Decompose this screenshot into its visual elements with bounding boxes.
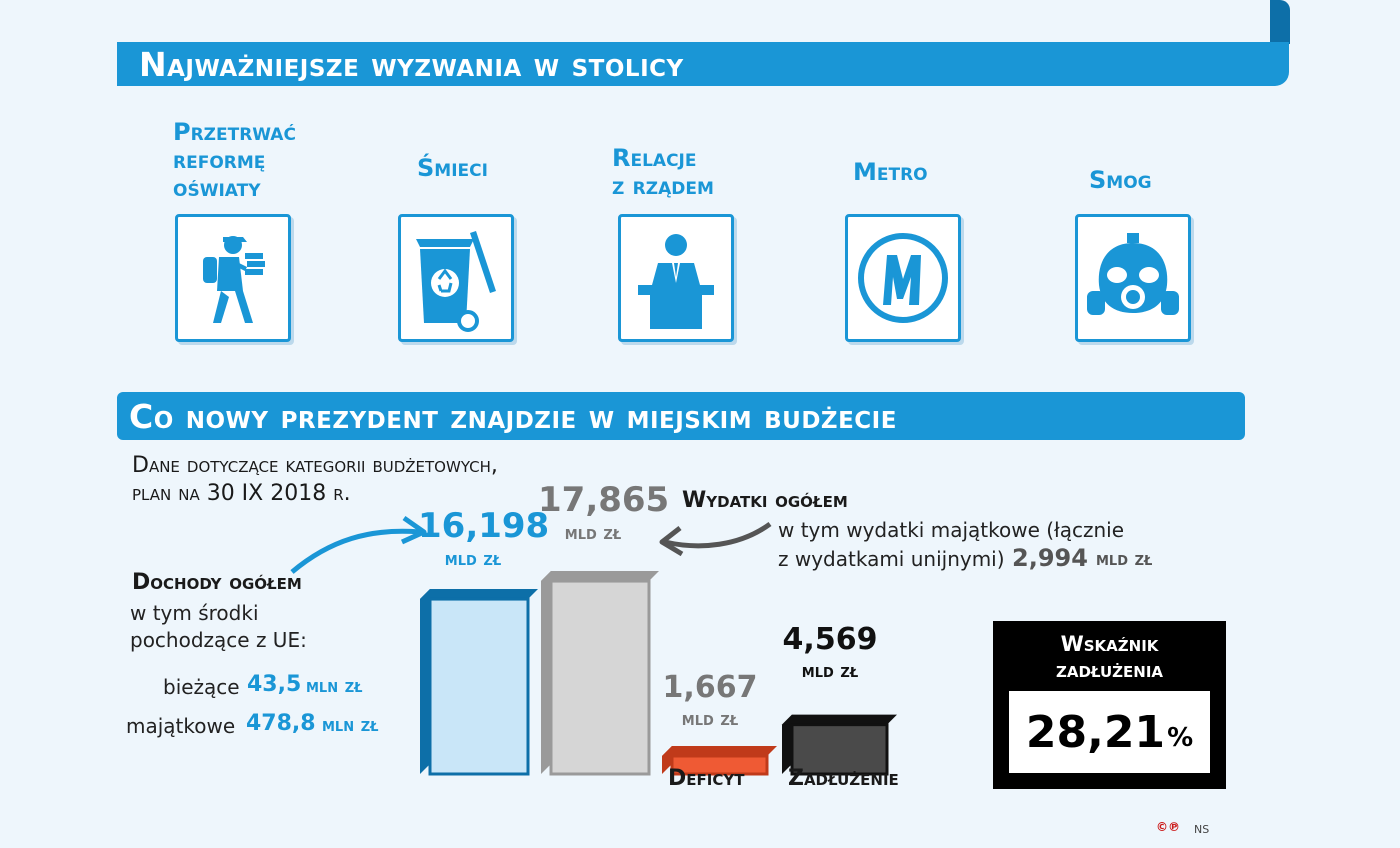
value-label-deficyt: 1,667 <box>662 670 758 705</box>
debt-label: Zadłużenie <box>788 766 899 791</box>
speaker-podium-icon <box>638 234 714 329</box>
challenge-label-education: Przetrwać reformę oświaty <box>173 118 296 202</box>
eu-current-value: 43,5 <box>247 672 302 697</box>
arrow-to-expenses-head <box>659 526 684 557</box>
bar-zadluzenie <box>790 723 889 776</box>
copyright-logo: ©℗ <box>1156 820 1180 834</box>
subtitle-line-2: plan na 30 IX 2018 r. <box>132 481 351 506</box>
expenses-desc-line-2: z wydatkami unijnymi) <box>778 547 1005 571</box>
section-title-challenges: Najważniejsze wyzwania w stolicy <box>117 42 1289 86</box>
section-title-text: Najważniejsze wyzwania w stolicy <box>139 44 684 84</box>
bar-zadluzenie-side <box>782 714 792 774</box>
eu-current-label: bieżące <box>163 675 240 699</box>
eu-capital-label: majątkowe <box>126 714 236 738</box>
bar-zadluzenie-top <box>782 714 897 725</box>
eu-current-unit: mln zł <box>306 675 363 697</box>
deficit-label: Deficyt <box>668 766 745 791</box>
unit-label-dochody: mld zł <box>444 548 502 570</box>
unit-label-wydatki: mld zł <box>564 522 622 544</box>
section-title-text: Co nowy prezydent znajdzie w miejskim bu… <box>129 396 897 436</box>
recycle-bin-icon <box>416 231 496 332</box>
income-desc-line-2: pochodzące z UE: <box>130 628 307 652</box>
arrow-to-income-head <box>400 515 427 545</box>
challenge-card-education <box>175 214 291 342</box>
challenge-card-garbage <box>398 214 514 342</box>
expenses-desc-line-1: w tym wydatki majątkowe (łącznie <box>778 518 1125 542</box>
banner-curl <box>1270 0 1290 44</box>
income-heading: Dochody ogółem <box>132 570 302 595</box>
student-backpack-icon <box>203 236 265 323</box>
challenge-label-metro: Metro <box>853 158 928 186</box>
bar-wydatki <box>549 579 651 776</box>
subtitle-line-1: Dane dotyczące kategorii budżetowych, <box>132 453 498 478</box>
bar-deficyt-top <box>662 745 777 756</box>
metro-logo-icon <box>858 233 948 323</box>
expenses-capital-value: 2,994 <box>1012 544 1088 572</box>
income-description: w tym środki pochodzące z UE: <box>130 600 307 654</box>
debt-index-title-line-1: Wskaźnik <box>1060 632 1159 656</box>
author-credit: NS <box>1194 823 1210 836</box>
debt-index-box: Wskaźnik zadłużenia 28,21 % <box>993 621 1226 789</box>
arrow-to-income <box>290 528 421 574</box>
value-label-wydatki: 17,865 <box>538 480 670 520</box>
eu-capital-value: 478,8 <box>246 711 316 736</box>
section-title-budget: Co nowy prezydent znajdzie w miejskim bu… <box>117 392 1245 440</box>
challenge-label-garbage: Śmieci <box>417 154 488 182</box>
bar-deficyt <box>670 754 769 776</box>
challenge-card-smog <box>1075 214 1191 342</box>
debt-index-title: Wskaźnik zadłużenia <box>993 631 1226 683</box>
debt-index-title-line-2: zadłużenia <box>1055 658 1164 682</box>
debt-index-value: 28,21 <box>1025 706 1166 758</box>
chart-subtitle: Dane dotyczące kategorii budżetowych, pl… <box>132 452 498 508</box>
value-label-zadluzenie: 4,569 <box>782 622 878 657</box>
challenge-label-government: Relacje z rządem <box>612 144 714 200</box>
expenses-capital-unit: mld zł <box>1096 548 1153 570</box>
debt-index-value-box: 28,21 % <box>1009 691 1210 773</box>
bar-dochody-top <box>420 589 538 600</box>
income-desc-line-1: w tym środki <box>130 601 259 625</box>
bar-wydatki-side <box>541 571 551 774</box>
gas-mask-icon <box>1087 233 1179 315</box>
bar-dochody <box>428 597 530 776</box>
expenses-description: w tym wydatki majątkowe (łącznie z wydat… <box>778 516 1124 574</box>
expenses-heading: Wydatki ogółem <box>682 488 848 513</box>
challenge-card-metro <box>845 214 961 342</box>
value-label-dochody: 16,198 <box>418 506 550 546</box>
eu-capital-unit: mln zł <box>322 714 379 736</box>
unit-label-deficyt: mld zł <box>681 708 739 730</box>
challenge-card-government <box>618 214 734 342</box>
challenge-label-smog: Smog <box>1089 166 1152 194</box>
arrow-to-expenses <box>664 521 772 549</box>
bar-dochody-side <box>420 589 430 774</box>
unit-label-zadluzenie: mld zł <box>801 660 859 682</box>
bar-wydatki-top <box>541 571 659 582</box>
debt-index-percent: % <box>1167 723 1194 753</box>
